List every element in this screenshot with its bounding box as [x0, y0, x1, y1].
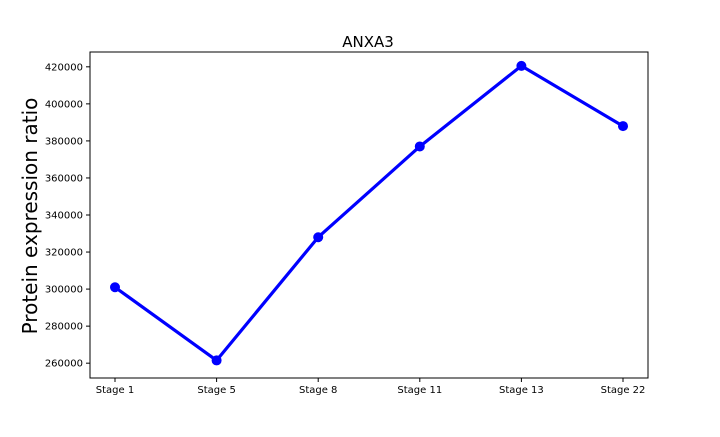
- series-line: [114, 64, 624, 363]
- data-point: [211, 355, 222, 366]
- x-axis: Stage 1 Stage 5 Stage 8 Stage 11 Stage 13 Sta…: [96, 378, 646, 396]
- x-tick-label: Stage 5: [197, 385, 235, 396]
- x-tick-label: Stage 1: [96, 385, 134, 396]
- chart-title: ANXA3: [342, 33, 394, 51]
- x-tick-label: Stage 8: [299, 385, 337, 396]
- data-point: [618, 121, 628, 132]
- y-tick-label: 380000: [45, 136, 83, 147]
- series-layer: [110, 60, 628, 366]
- data-point: [414, 141, 425, 152]
- data-point: [516, 60, 527, 71]
- data-point: [313, 232, 324, 243]
- y-axis: 260000 280000 300000 320000 340000 360000 3800…: [45, 62, 90, 370]
- data-point: [110, 282, 120, 293]
- x-tick-label: Stage 11: [397, 385, 442, 396]
- x-tick-label: Stage 22: [601, 385, 646, 396]
- y-tick-label: 300000: [45, 285, 83, 296]
- y-tick-label: 280000: [45, 322, 83, 333]
- x-tick-label: Stage 13: [499, 385, 544, 396]
- y-tick-label: 360000: [45, 173, 83, 184]
- y-tick-label: 340000: [45, 211, 83, 222]
- y-tick-label: 320000: [45, 248, 83, 259]
- y-tick-label: 420000: [45, 62, 83, 73]
- y-axis-label: Protein expression ratio: [18, 98, 42, 335]
- y-tick-label: 260000: [45, 359, 83, 370]
- y-tick-label: 400000: [45, 99, 83, 110]
